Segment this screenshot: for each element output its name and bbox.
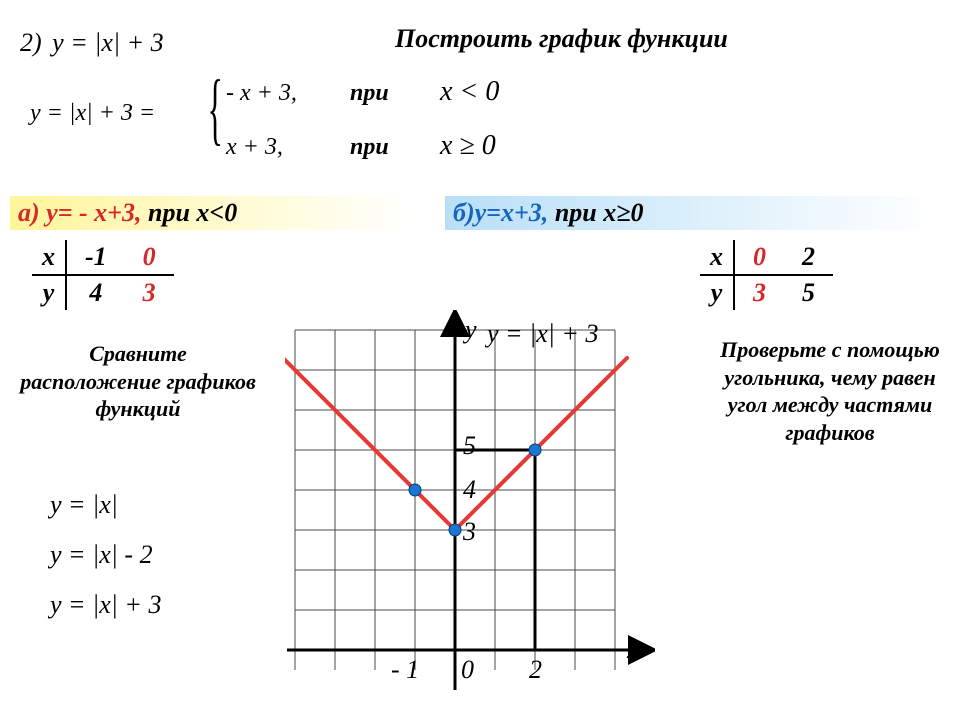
table-header-x: x [700, 240, 734, 275]
right-note: Проверьте с помощью угольника, чему раве… [720, 336, 940, 446]
table-header-x: x [32, 240, 66, 275]
page-title: Построить график функции [395, 24, 728, 54]
table-cell: 2 [784, 240, 833, 275]
table-header-y: y [700, 275, 734, 310]
case-a-label: а) y= - x+3, при x<0 [10, 196, 415, 230]
svg-text:0: 0 [461, 655, 474, 684]
svg-text:3: 3 [462, 517, 476, 546]
svg-text:y = |x| + 3: y = |x| + 3 [484, 319, 598, 348]
brace-icon: { [208, 64, 223, 155]
svg-text:4: 4 [463, 475, 476, 504]
compare-eq-3: y = |x| + 3 [50, 590, 161, 620]
svg-text:- 1: - 1 [391, 655, 419, 684]
abs-chart: y x y = |x| + 3 - 1 0 2 3 4 5 [285, 310, 655, 690]
compare-eq-2: y = |x| - 2 [50, 540, 153, 570]
table-cell: 5 [784, 275, 833, 310]
svg-text:5: 5 [463, 431, 476, 460]
piecewise-lhs: y = |x| + 3 = [30, 100, 155, 127]
table-cell: 3 [125, 275, 174, 310]
piecewise-row2-cond: x ≥ 0 [440, 130, 496, 162]
piecewise-row2-expr: x + 3, [226, 134, 283, 161]
left-note: Сравните расположение графиков функций [18, 340, 258, 423]
table-cell: 4 [66, 275, 125, 310]
svg-text:2: 2 [529, 655, 542, 684]
table-cell: 3 [734, 275, 784, 310]
equation-main: y = |x| + 3 [52, 28, 163, 57]
task-number: 2) y = |x| + 3 [20, 28, 164, 58]
case-b-label: б)y=x+3, при x≥0 [445, 196, 940, 230]
piecewise-row1-expr: - x + 3, [226, 80, 297, 107]
svg-text:x: x [626, 635, 639, 664]
svg-text:y: y [462, 315, 477, 344]
table-cell: -1 [66, 240, 125, 275]
table-header-y: y [32, 275, 66, 310]
table-cell: 0 [125, 240, 174, 275]
piecewise-row2-word: при [350, 134, 389, 161]
case-a-table: x -1 0 y 4 3 [32, 240, 174, 310]
table-cell: 0 [734, 240, 784, 275]
case-b-table: x 0 2 y 3 5 [700, 240, 833, 310]
piecewise-row1-word: при [350, 80, 389, 107]
piecewise-row1-cond: x < 0 [440, 76, 499, 108]
compare-eq-1: y = |x| [50, 490, 118, 520]
